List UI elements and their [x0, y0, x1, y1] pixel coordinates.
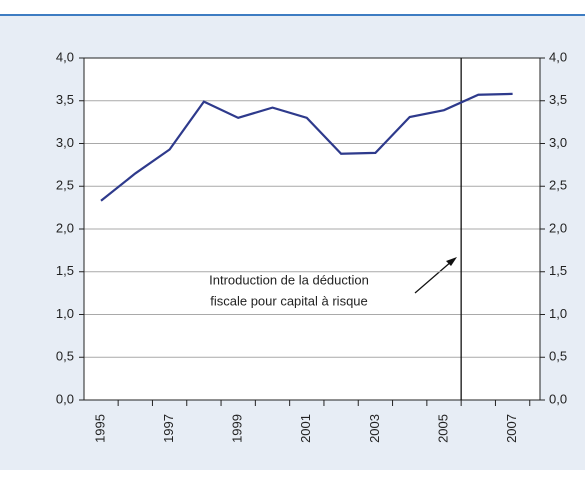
- x-tick-label: 2005: [435, 414, 450, 443]
- y2-tick-label: 1,0: [549, 306, 567, 321]
- x-tick-label: 2003: [367, 414, 382, 443]
- x-tick-label: 2007: [504, 414, 519, 443]
- annotation: fiscale pour capital à risque: [210, 293, 368, 308]
- y2-tick-label: 1,5: [549, 263, 567, 278]
- y2-tick-label: 3,5: [549, 92, 567, 107]
- line-series: [100, 92, 513, 202]
- y-tick-label: 1,5: [56, 263, 74, 278]
- y-tick-label: 4,0: [56, 49, 74, 64]
- y2-tick-label: 0,5: [549, 349, 567, 364]
- y2-tick-label: 0,0: [549, 391, 567, 406]
- annotation: Introduction de la déduction: [209, 272, 369, 287]
- y-tick-label: 2,0: [56, 220, 74, 235]
- x-tick-label: 1995: [92, 414, 107, 443]
- x-tick-label: 1997: [161, 414, 176, 443]
- y2-tick-label: 3,0: [549, 135, 567, 150]
- x-tick-label: 1999: [230, 414, 245, 443]
- arrow-head: [446, 257, 457, 266]
- y2-tick-label: 2,0: [549, 220, 567, 235]
- y-tick-label: 1,0: [56, 306, 74, 321]
- y-tick-label: 0,0: [56, 391, 74, 406]
- y-tick-label: 3,0: [56, 135, 74, 150]
- y-tick-label: 0,5: [56, 349, 74, 364]
- x-tick-label: 2001: [298, 414, 313, 443]
- plot-frame: [83, 57, 541, 401]
- y2-tick-label: 4,0: [549, 49, 567, 64]
- y-tick-label: 2,5: [56, 178, 74, 193]
- y2-tick-label: 2,5: [549, 178, 567, 193]
- annotation-arrow: [414, 260, 453, 294]
- y-tick-label: 3,5: [56, 92, 74, 107]
